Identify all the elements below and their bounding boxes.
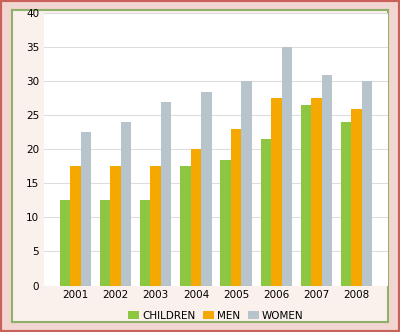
Bar (241, 81, 252, 286)
Bar (352, 109, 362, 286)
Bar (121, 122, 131, 286)
Bar (231, 129, 241, 286)
Bar (201, 92, 212, 286)
Bar (322, 75, 332, 286)
Bar (311, 98, 322, 286)
Bar (180, 166, 191, 286)
Bar (100, 201, 110, 286)
Bar (220, 160, 231, 286)
Bar (161, 102, 171, 286)
Bar (341, 122, 352, 286)
Bar (261, 139, 271, 286)
Bar (150, 166, 161, 286)
Legend: CHILDREN, MEN, WOMEN: CHILDREN, MEN, WOMEN (124, 307, 308, 325)
Bar (191, 149, 201, 286)
Bar (60, 201, 70, 286)
Bar (282, 47, 292, 286)
Bar (80, 132, 91, 286)
Bar (301, 105, 311, 286)
Bar (271, 98, 282, 286)
Bar (362, 81, 372, 286)
Bar (140, 201, 150, 286)
Bar (70, 166, 80, 286)
Bar (110, 166, 121, 286)
